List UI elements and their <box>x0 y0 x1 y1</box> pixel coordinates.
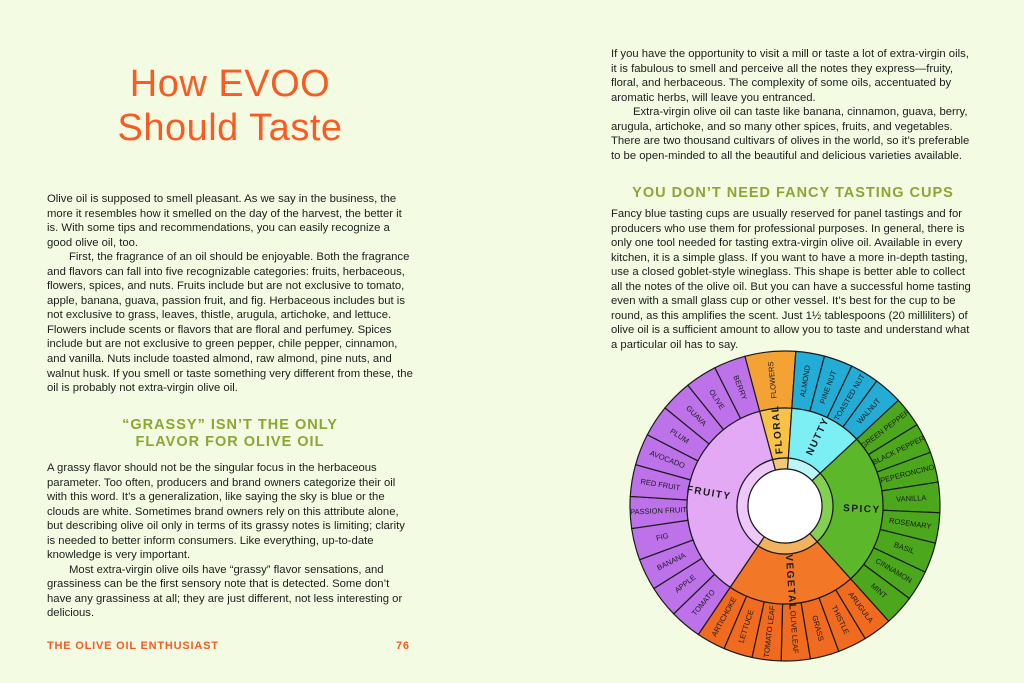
subheading-line: FLAVOR FOR OLIVE OIL <box>135 434 325 450</box>
flavor-label-passion-fruit: PASSION FRUIT <box>630 505 688 516</box>
intro-text: Olive oil is supposed to smell pleasant.… <box>47 192 413 396</box>
paragraph: First, the fragrance of an oil should be… <box>47 251 413 395</box>
flavor-label-olive-leaf: OLIVE LEAF <box>788 610 800 654</box>
running-footer: THE OLIVE OIL ENTHUSIAST <box>47 640 219 652</box>
category-label-spicy: SPICY <box>843 503 881 516</box>
subheading-line: “GRASSY” ISN’T THE ONLY <box>122 417 338 433</box>
subheading-grassy: “GRASSY” ISN’T THE ONLY FLAVOR FOR OLIVE… <box>47 417 413 451</box>
flavor-label-fig: FIG <box>655 531 669 543</box>
flavor-label-flowers: FLOWERS <box>766 361 779 399</box>
title-line-1: How EVOO <box>129 63 331 105</box>
paragraph: Most extra-virgin olive oils have “grass… <box>47 563 403 620</box>
paragraph: Olive oil is supposed to smell pleasant.… <box>47 193 402 249</box>
paragraph: Extra-virgin olive oil can taste like ba… <box>611 106 970 162</box>
page-number: 76 <box>396 640 410 652</box>
paragraph: A grassy flavor should not be the singul… <box>47 462 405 562</box>
subheading-cups: YOU DON’T NEED FANCY TASTING CUPS <box>632 185 954 201</box>
grassy-text: A grassy flavor should not be the singul… <box>47 461 413 621</box>
category-label-vegetal: VEGETAL <box>783 554 798 612</box>
category-label-floral: FLORAL <box>770 404 786 454</box>
paragraph: Fancy blue tasting cups are usually rese… <box>611 208 971 351</box>
paragraph: If you have the opportunity to visit a m… <box>611 48 969 104</box>
page-title: How EVOO Should Taste <box>40 62 420 150</box>
cups-text: Fancy blue tasting cups are usually rese… <box>611 207 975 352</box>
wheel-center <box>747 468 823 544</box>
flavor-label-vanilla: VANILLA <box>896 493 927 504</box>
right-intro-text: If you have the opportunity to visit a m… <box>611 47 975 163</box>
title-line-2: Should Taste <box>117 107 343 149</box>
